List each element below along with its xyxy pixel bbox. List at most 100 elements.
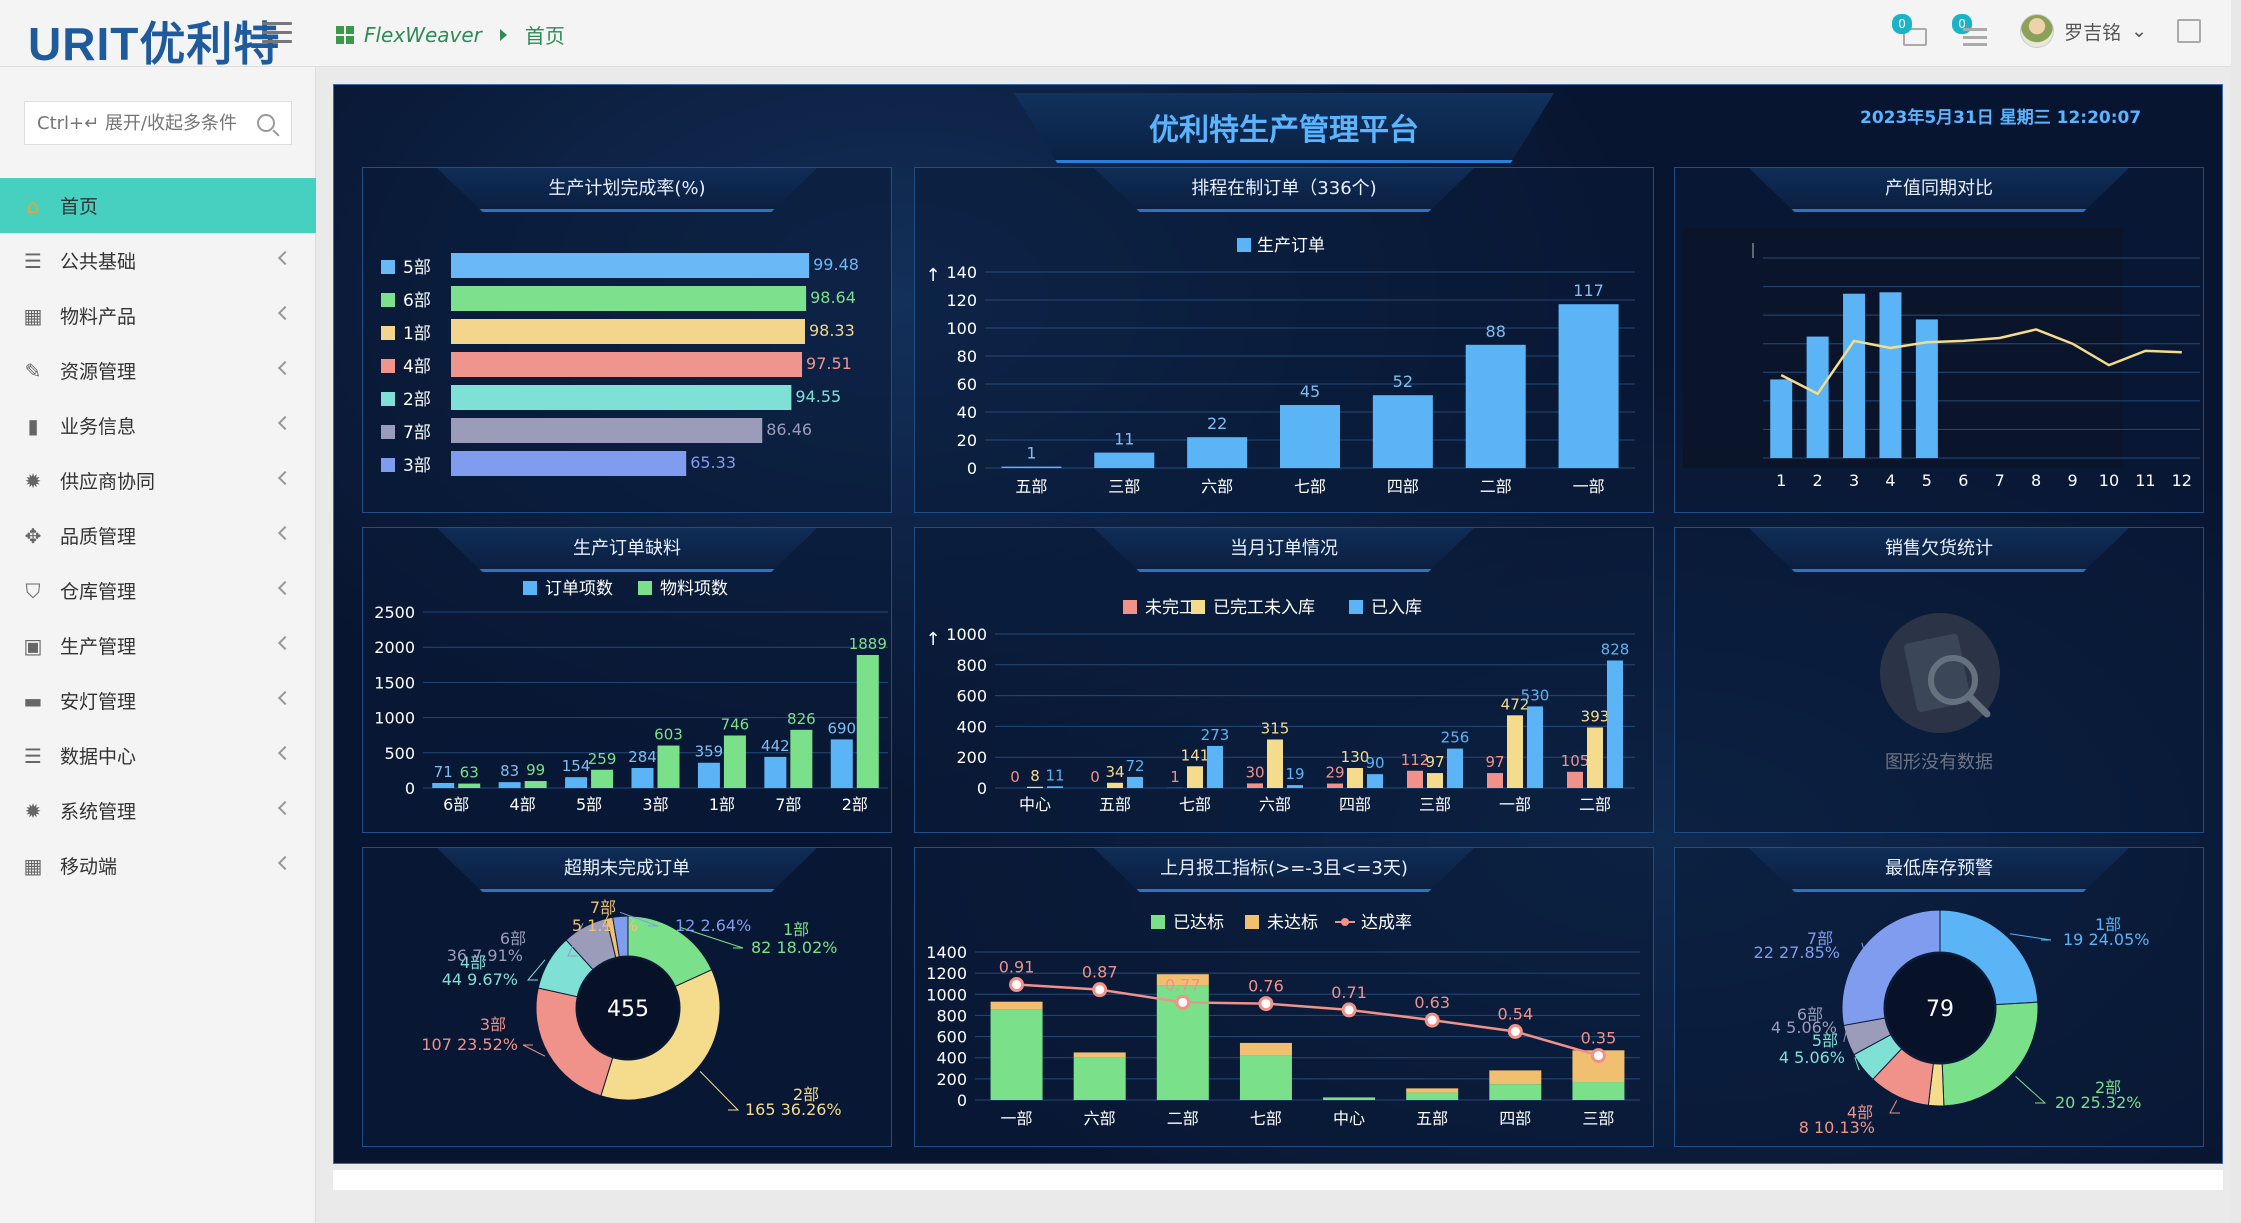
chevron-down-icon: ⌄: [2131, 20, 2147, 42]
sidebar-item-2[interactable]: ▦ 物料产品: [0, 288, 316, 343]
legend-swatch: [1245, 915, 1259, 929]
menu-toggle-icon[interactable]: [262, 22, 292, 44]
sidebar-item-3[interactable]: ✎ 资源管理: [0, 343, 316, 398]
panel-title: 最低库存预警: [1885, 858, 1993, 879]
grid-icon: ▦: [23, 303, 43, 328]
sidebar-item-1[interactable]: ☰ 公共基础: [0, 233, 316, 288]
data-label: 273: [1201, 726, 1230, 744]
sidebar-item-0[interactable]: ⌂ 首页: [0, 178, 316, 233]
wrench-icon: ✎: [24, 358, 42, 383]
gear-icon: ✹: [24, 468, 42, 493]
logout-icon[interactable]: [2177, 19, 2201, 43]
bar: [451, 319, 805, 344]
category-label: 三部: [1108, 477, 1140, 496]
legend-label: 已达标: [1173, 913, 1224, 933]
category-label: 3部: [403, 456, 431, 476]
rate-point: [1258, 996, 1274, 1012]
chevron-left-icon: [277, 360, 293, 376]
category-label: 四部: [1387, 477, 1419, 496]
category-label: 6部: [403, 291, 431, 311]
sidebar-item-label: 仓库管理: [60, 581, 137, 603]
mail-button[interactable]: 0: [1892, 14, 1930, 46]
pie-slice: [612, 915, 629, 958]
leader-line: [679, 926, 744, 949]
data-label: 1: [1026, 444, 1036, 463]
sidebar-item-5[interactable]: ✹ 供应商协同: [0, 453, 316, 508]
rate-label: 0.54: [1498, 1004, 1534, 1023]
bar: [451, 385, 792, 410]
bar: [1489, 1070, 1542, 1085]
data-label: 1: [1170, 768, 1180, 786]
dashboard: 优利特生产管理平台 2023年5月31日 星期三 12:20:07 生产计划完成…: [333, 84, 2223, 1164]
search-input[interactable]: [37, 112, 257, 134]
bar: [1327, 783, 1343, 788]
chart-work-report: 已达标 未达标 达成率 0 200 400 600 800 1000 1200 1400 一部 六部 二部…: [926, 913, 1640, 1128]
legend-label: 物料项数: [660, 579, 728, 599]
search-icon[interactable]: [257, 114, 275, 132]
sidebar-item-11[interactable]: ✹ 系统管理: [0, 783, 316, 838]
search-box: [24, 101, 292, 145]
rate-line: [1016, 983, 1599, 1057]
slice-name: 7部: [590, 898, 616, 917]
bar: [1507, 715, 1523, 788]
category-label: 四部: [1499, 1109, 1531, 1128]
data-label: 72: [1125, 757, 1144, 775]
breadcrumb: FlexWeaver 首页: [336, 20, 565, 49]
data-label: 97: [1425, 753, 1444, 771]
bar: [790, 729, 813, 788]
leader-line: [619, 911, 659, 927]
slice-value: 22 27.85%: [1754, 943, 1840, 962]
donut-total: 79: [1926, 997, 1954, 1022]
tick-label: 200: [956, 748, 987, 767]
slice-name: 2部: [2095, 1078, 2121, 1097]
chart-material-shortage: 订单项数 物料项数 0 500 1000 1500 2000 2500 71 63 6部 83 99 4部…: [374, 579, 888, 814]
bar: [1572, 1082, 1625, 1100]
breadcrumb-app[interactable]: FlexWeaver: [364, 22, 482, 47]
rate-label: 0.63: [1414, 993, 1450, 1012]
category-label: 一部: [1499, 795, 1531, 814]
bar: [697, 762, 720, 788]
category-label: 二部: [1167, 1109, 1199, 1128]
tasks-button[interactable]: 0: [1952, 14, 1990, 46]
category-label: 三部: [1582, 1109, 1614, 1128]
data-label: 530: [1521, 686, 1550, 704]
legend-swatch: [381, 260, 395, 274]
category-label: 3部: [642, 795, 668, 814]
category-label: 六部: [1084, 1109, 1116, 1128]
data-label: 259: [588, 750, 617, 768]
bar: [1770, 379, 1793, 458]
category-label: 4部: [403, 357, 431, 377]
rate-label: 0.35: [1581, 1029, 1617, 1048]
breadcrumb-page[interactable]: 首页: [524, 24, 565, 48]
tick-label: 800: [956, 656, 987, 675]
category-label: 2部: [842, 795, 868, 814]
folder-icon: ▬: [23, 688, 43, 713]
slice-name: 1部: [2095, 915, 2121, 934]
sidebar-item-8[interactable]: ▣ 生产管理: [0, 618, 316, 673]
user-menu[interactable]: 罗吉铭 ⌄: [2020, 14, 2147, 48]
data-label: 826: [787, 710, 816, 728]
bar: [1247, 783, 1263, 788]
chevron-left-icon: [277, 855, 293, 871]
sidebar-item-9[interactable]: ▬ 安灯管理: [0, 673, 316, 728]
page-scrollbar[interactable]: [2231, 0, 2241, 1223]
sidebar-item-4[interactable]: ▮ 业务信息: [0, 398, 316, 453]
axis-arrow: ↑: [925, 265, 940, 286]
donut-hole: [1886, 954, 1994, 1062]
sidebar-item-label: 资源管理: [60, 361, 137, 383]
sidebar-item-12[interactable]: ▦ 移动端: [0, 838, 316, 893]
category-label: 中心: [1019, 795, 1051, 814]
sidebar-item-10[interactable]: ☰ 数据中心: [0, 728, 316, 783]
bar: [451, 253, 810, 278]
data-label: 63: [460, 764, 479, 782]
sidebar-item-6[interactable]: ✥ 品质管理: [0, 508, 316, 563]
bar: [1239, 1055, 1292, 1100]
category-label: 七部: [1250, 1109, 1282, 1128]
category-label: 六部: [1201, 477, 1233, 496]
category-label: 中心: [1333, 1109, 1365, 1128]
legend-swatch: [638, 581, 652, 595]
sidebar-item-7[interactable]: ⛉ 仓库管理: [0, 563, 316, 618]
legend-label: 已入库: [1371, 598, 1422, 618]
slice-value: 19 24.05%: [2063, 930, 2149, 949]
